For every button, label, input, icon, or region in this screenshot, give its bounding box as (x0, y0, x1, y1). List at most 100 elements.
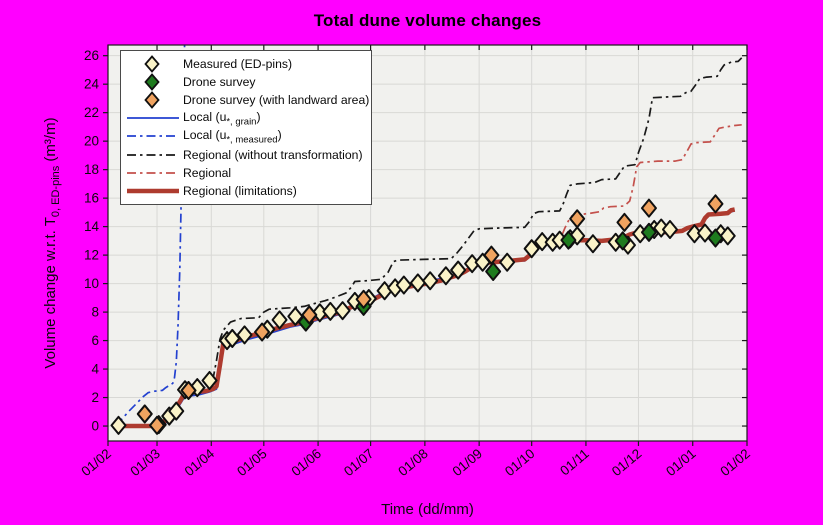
legend-marker-diamond (144, 55, 160, 73)
marker-diamond (110, 415, 127, 435)
legend-item-regional-limitations: Regional (limitations) (125, 182, 369, 200)
y-axis-label-suffix: (m³/m) (42, 117, 59, 166)
svg-text:01/05: 01/05 (234, 446, 270, 479)
legend-label: Regional (limitations) (183, 183, 297, 198)
svg-text:16: 16 (84, 191, 99, 206)
marker-diamond (499, 252, 516, 272)
svg-text:0: 0 (91, 419, 99, 434)
marker-diamond (236, 325, 253, 345)
series-local-u-measured (116, 45, 186, 427)
marker-diamond (719, 226, 736, 246)
legend-item-local-u-grain: Local (u*, grain) (125, 109, 369, 127)
svg-text:10: 10 (84, 276, 99, 291)
svg-text:01/02: 01/02 (717, 446, 753, 479)
marker-diamond (322, 301, 339, 321)
marker-diamond (201, 370, 218, 390)
svg-text:18: 18 (84, 162, 99, 177)
legend-box: Measured (ED-pins) Drone survey Drone surv… (120, 50, 372, 205)
y-axis-label: Volume change w.r.t. T0, ED-pins (m³/m) (42, 117, 62, 368)
svg-text:24: 24 (84, 77, 100, 92)
marker-diamond (254, 322, 271, 342)
legend-item-measured-ed-pins: Measured (ED-pins) (125, 55, 369, 73)
svg-text:01/03: 01/03 (127, 446, 163, 479)
svg-text:01/04: 01/04 (182, 446, 218, 480)
svg-text:4: 4 (91, 362, 99, 377)
svg-text:01/12: 01/12 (609, 446, 645, 479)
legend-line-sample (127, 188, 179, 193)
legend-item-regional-without-transformation: Regional (without transformation) (125, 145, 369, 163)
legend-item-drone-survey: Drone survey (125, 73, 369, 92)
legend-item-drone-survey-with-landward-area: Drone survey (with landward area) (125, 91, 370, 110)
legend-label: Drone survey (183, 75, 256, 90)
legend-label: Regional (183, 165, 232, 180)
svg-text:01/09: 01/09 (450, 446, 486, 479)
marker-diamond (485, 261, 502, 281)
marker-diamond (450, 260, 467, 280)
legend-label: Drone survey (with landward area) (183, 93, 370, 108)
svg-text:14: 14 (84, 219, 100, 234)
marker-diamond (661, 219, 678, 239)
axis-ticks (103, 45, 748, 446)
svg-text:22: 22 (84, 105, 99, 120)
svg-text:01/11: 01/11 (557, 446, 592, 479)
marker-diamond (355, 289, 372, 309)
marker-diamond (534, 232, 551, 252)
legend-label: Local (u*, grain) (183, 109, 261, 128)
marker-diamond (614, 231, 631, 251)
svg-text:8: 8 (91, 305, 99, 320)
marker-diamond (696, 223, 713, 243)
chart-title: Total dune volume changes (313, 11, 542, 30)
marker-diamond (640, 198, 657, 218)
marker-diamond (707, 194, 724, 214)
svg-text:01/08: 01/08 (395, 446, 431, 479)
legend-label: Regional (without transformation) (183, 147, 363, 162)
marker-diamond (301, 305, 318, 325)
marker-diamond (422, 271, 439, 291)
marker-diamond (523, 239, 540, 259)
y-axis-label-subscript: 0, ED-pins (50, 165, 62, 218)
legend-marker-diamond (144, 91, 160, 110)
svg-text:12: 12 (84, 248, 99, 263)
marker-diamond (189, 378, 206, 398)
legend-marker-diamond (144, 73, 160, 92)
marker-diamond (149, 415, 166, 435)
legend-line-sample (127, 135, 179, 138)
marker-diamond (395, 275, 412, 295)
svg-text:20: 20 (84, 134, 99, 149)
legend-line-sample (127, 153, 179, 156)
svg-text:6: 6 (91, 333, 99, 348)
marker-diamond (334, 301, 351, 321)
svg-text:01/01: 01/01 (663, 446, 699, 479)
series-drone-survey-with-landward-area (136, 194, 724, 435)
svg-text:2: 2 (91, 390, 99, 405)
marker-diamond (271, 310, 288, 330)
marker-diamond (569, 209, 586, 229)
marker-diamond (136, 404, 153, 424)
x-tick-labels: 01/02 01/03 01/04 01/05 01/06 01/07 01/08 01/09… (78, 446, 753, 480)
legend-item-local-u-measured: Local (u*, measured) (125, 127, 369, 145)
marker-diamond (560, 230, 577, 250)
marker-diamond (180, 380, 197, 400)
axes-box (107, 44, 748, 442)
legend-line-sample (127, 171, 179, 174)
y-axis-label-prefix: Volume change w.r.t. T (42, 217, 59, 369)
marker-diamond (483, 245, 500, 265)
svg-text:01/06: 01/06 (288, 446, 324, 479)
x-axis-label: Time (dd/mm) (381, 501, 474, 518)
marker-diamond (640, 222, 657, 242)
svg-text:26: 26 (84, 48, 99, 63)
svg-text:01/02: 01/02 (78, 446, 114, 479)
legend-label: Local (u*, measured) (183, 127, 282, 146)
marker-diamond (584, 234, 601, 254)
series-regional-without-transformation (116, 57, 743, 427)
marker-diamond (168, 401, 185, 421)
legend-label: Measured (ED-pins) (183, 57, 293, 72)
svg-text:01/10: 01/10 (502, 446, 538, 479)
marker-diamond (437, 266, 454, 286)
legend-item-regional: Regional (125, 164, 369, 182)
marker-diamond (707, 228, 724, 248)
svg-text:01/07: 01/07 (341, 446, 377, 479)
